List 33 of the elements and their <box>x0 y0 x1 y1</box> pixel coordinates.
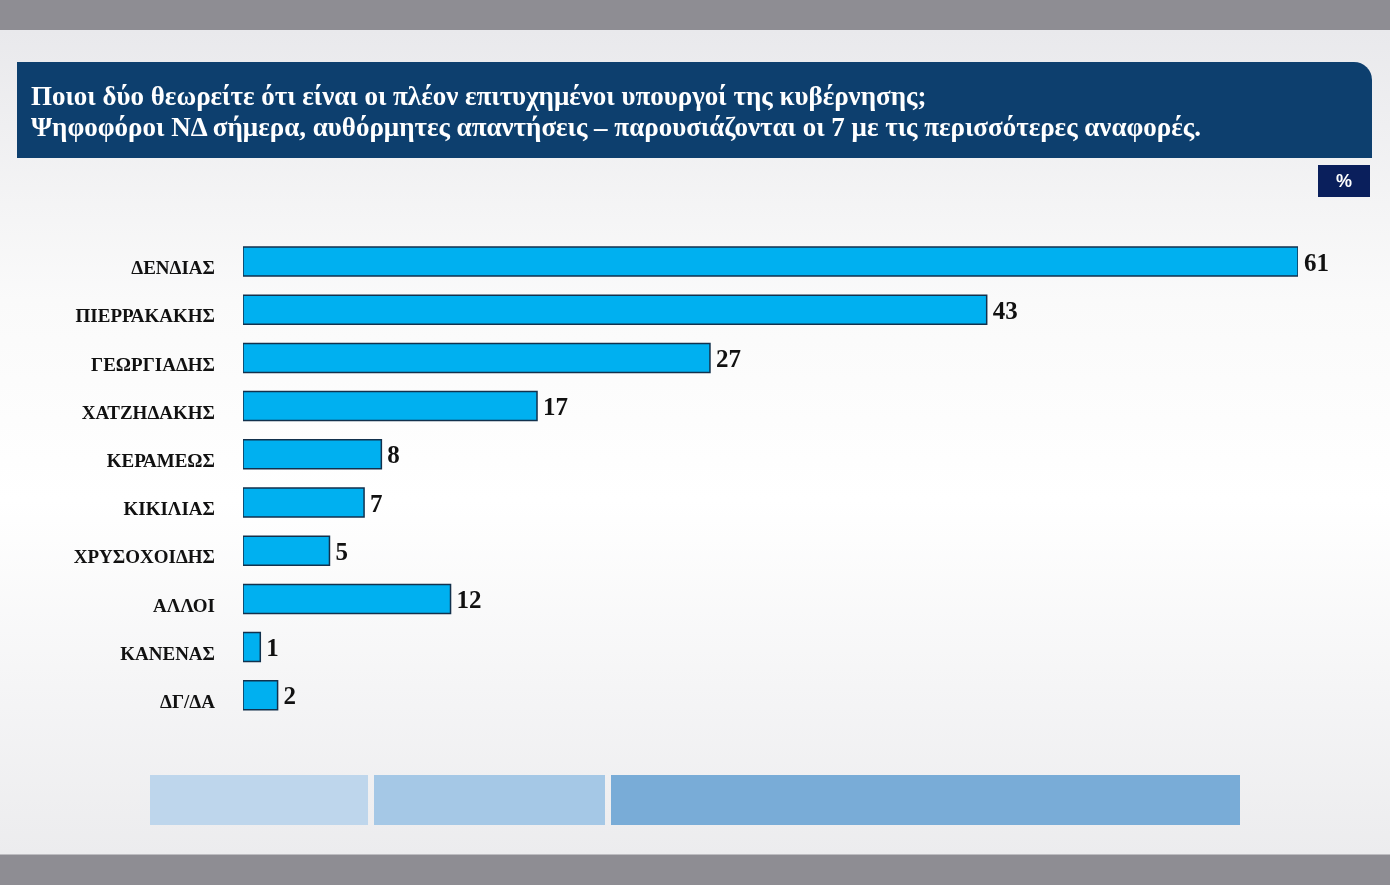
bar <box>243 294 988 325</box>
data-label: 1 <box>266 634 279 662</box>
y-tick-label: ΓΕΩΡΓΙΑΔΗΣ <box>91 353 215 375</box>
data-label: 43 <box>992 296 1018 324</box>
bar <box>243 439 383 470</box>
bar <box>243 583 452 615</box>
y-tick-label: ΔΓ/ΔΑ <box>160 690 216 712</box>
text: % <box>1318 165 1370 197</box>
bar <box>243 487 365 518</box>
data-label: 7 <box>370 489 383 517</box>
y-tick-label: ΚΙΚΙΛΙΑΣ <box>123 498 215 520</box>
chart-title: Ποιοι δύο θεωρείτε ότι είναι οι πλέον επιτυχημένοι υπουργοί της κυβέρνησης; <box>31 81 928 112</box>
chart-subtitle: Ψηφοφόροι ΝΔ σήμερα, αυθόρμητες απαντήσεις – παρουσιάζονται οι 7 με τις περισσότερες αναφορές. <box>31 112 1202 143</box>
bar <box>243 535 331 566</box>
y-tick-label: ΚΑΝΕΝΑΣ <box>120 642 215 664</box>
y-tick-label: ΑΛΛΟΙ <box>152 594 215 616</box>
bar <box>243 390 538 422</box>
bar <box>243 631 262 663</box>
data-label: 12 <box>456 585 482 613</box>
data-label: 8 <box>387 441 400 469</box>
y-tick-label: ΠΙΕΡΡΑΚΑΚΗΣ <box>75 305 215 327</box>
data-label: 5 <box>335 537 348 565</box>
bar <box>243 680 279 711</box>
y-tick-label: ΚΕΡΑΜΕΩΣ <box>106 449 215 471</box>
y-tick-label: ΧΡΥΣΟΧΟΙΔΗΣ <box>73 546 215 568</box>
bar <box>243 246 1298 277</box>
bar <box>243 342 711 374</box>
y-tick-label: ΔΕΝΔΙΑΣ <box>131 257 215 279</box>
y-tick-label: ΧΑΤΖΗΔΑΚΗΣ <box>81 401 215 423</box>
data-label: 61 <box>1304 248 1329 276</box>
data-label: 27 <box>715 344 741 372</box>
data-label: 17 <box>543 393 569 421</box>
data-label: 2 <box>283 682 297 710</box>
